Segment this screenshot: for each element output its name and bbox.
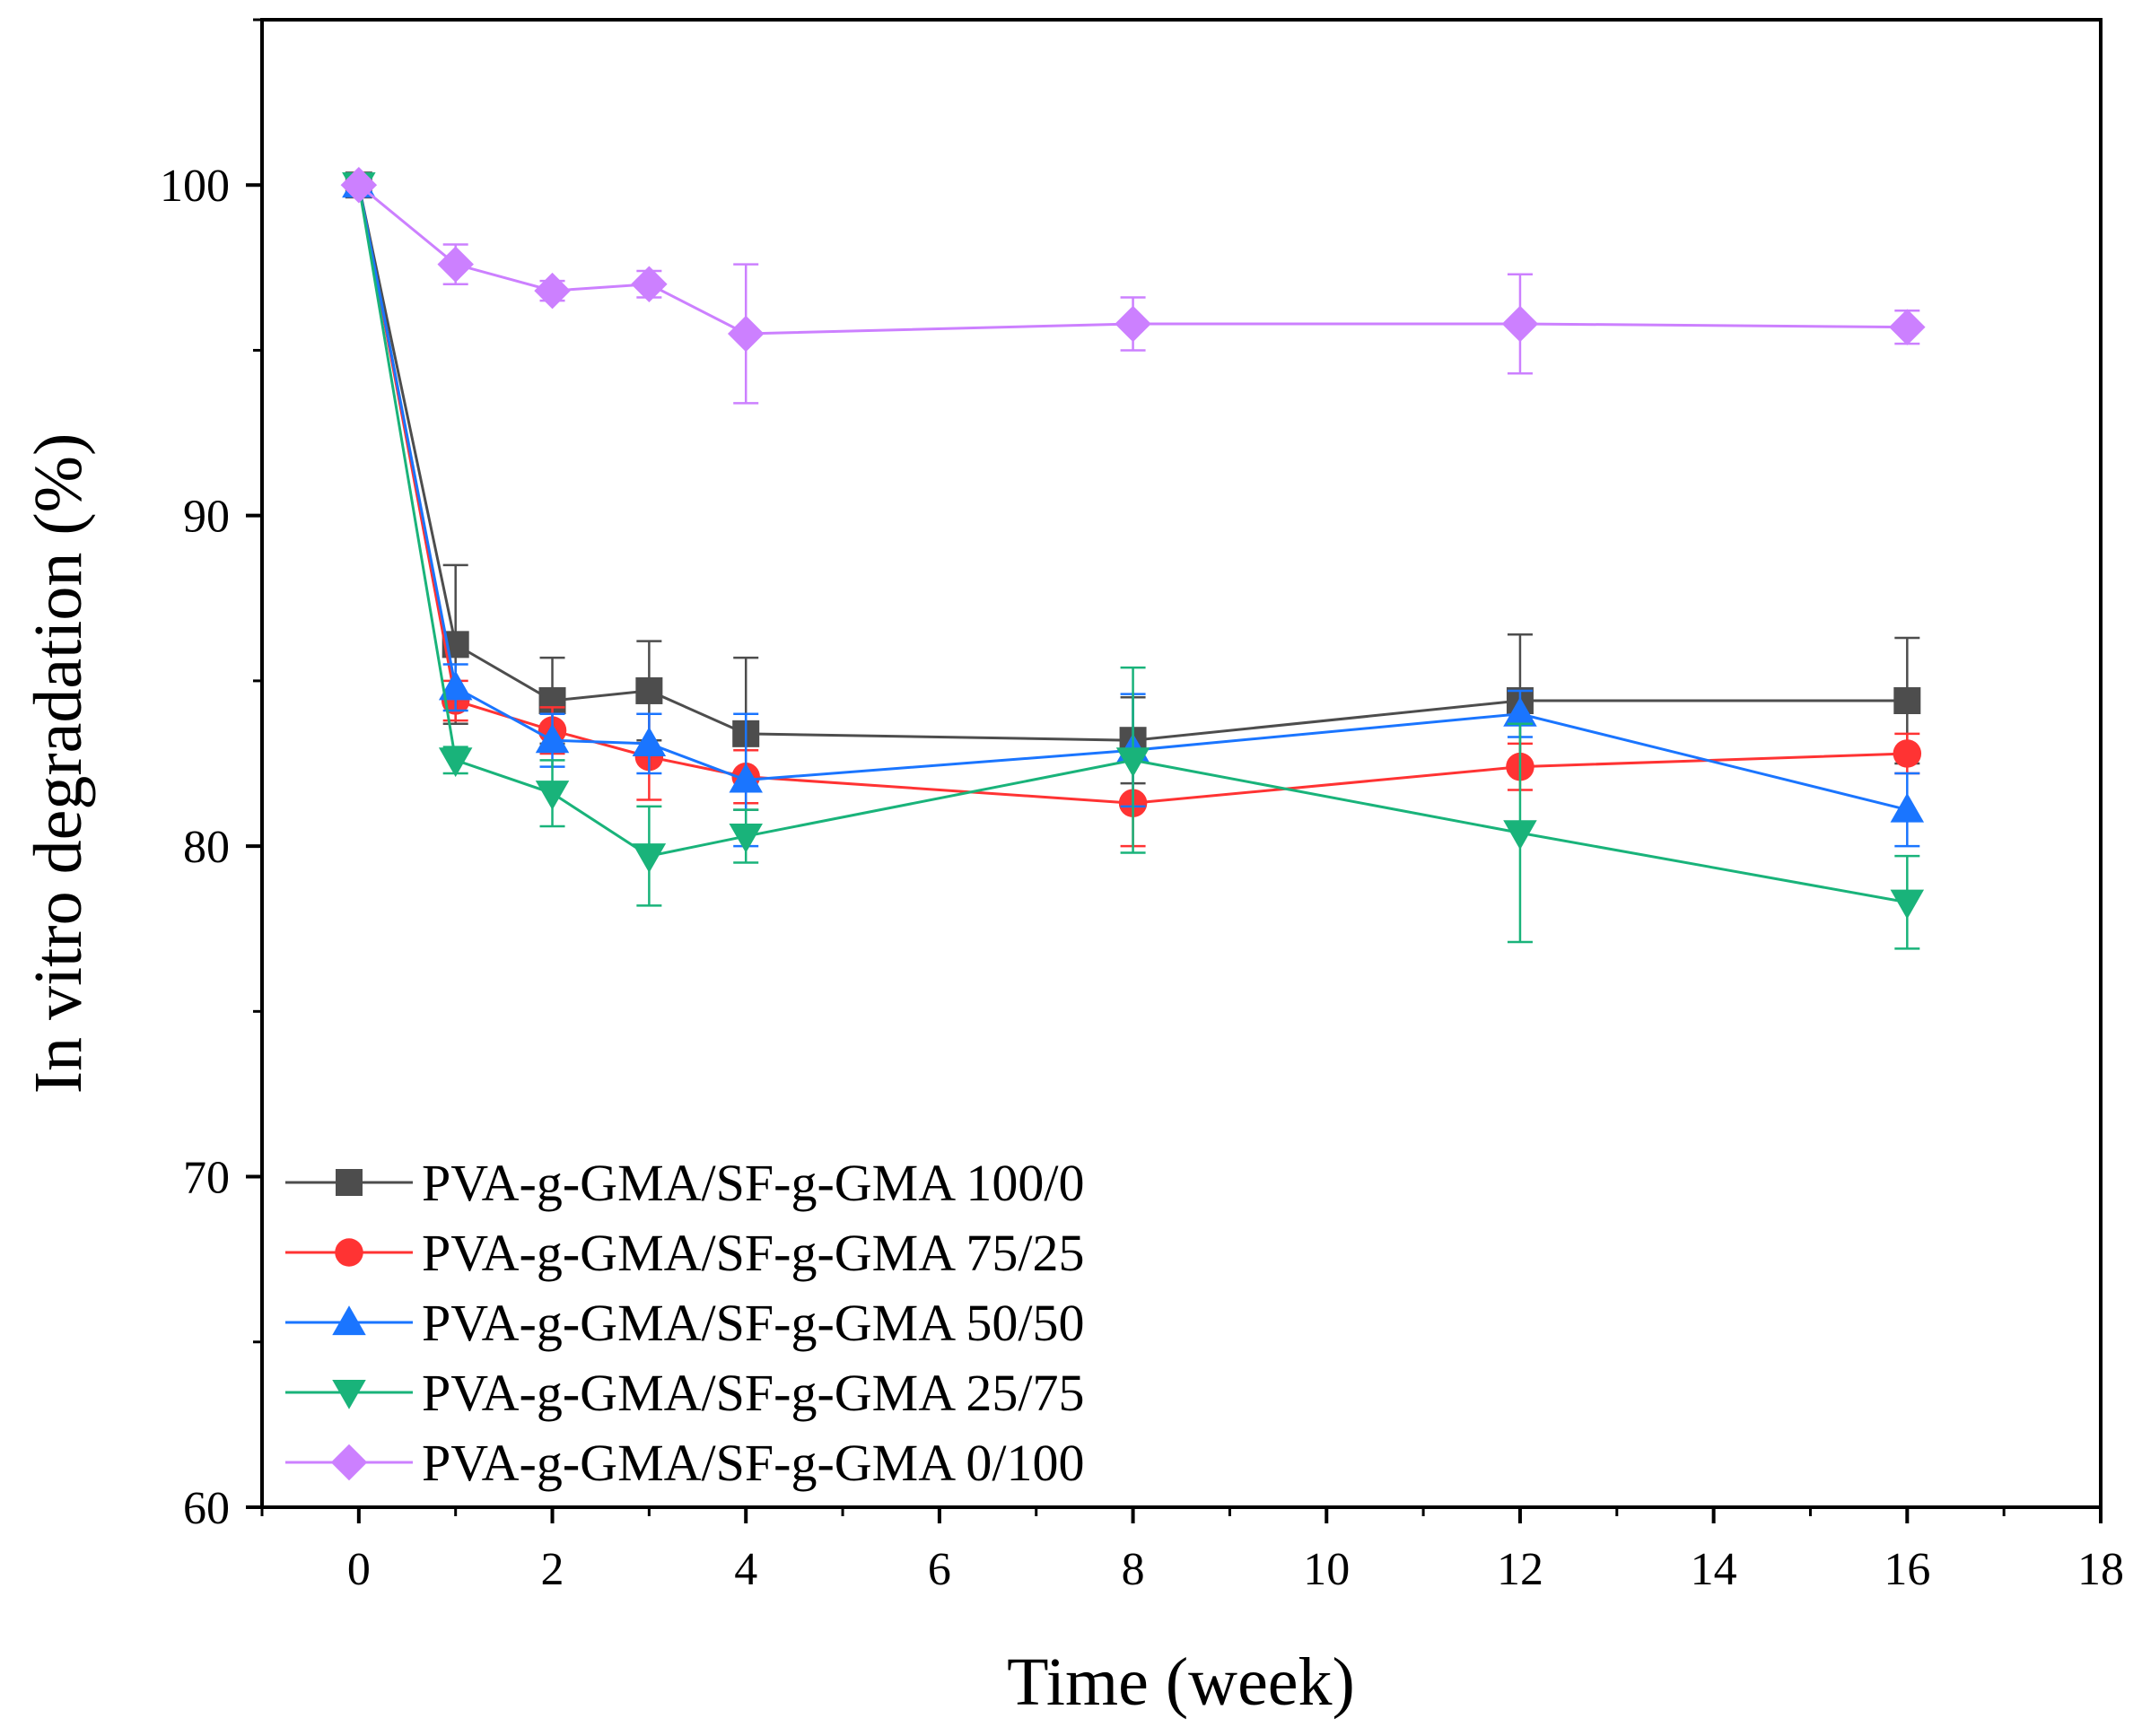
data-point [534, 272, 571, 310]
x-tick-label: 16 [1884, 1544, 1930, 1595]
data-point [340, 166, 378, 204]
legend-label: PVA-g-GMA/SF-g-GMA 75/25 [422, 1224, 1085, 1282]
data-point [1890, 792, 1925, 823]
series-line [357, 184, 1908, 742]
data-point [535, 723, 570, 754]
series-layer [340, 166, 1926, 950]
data-point [1501, 305, 1539, 343]
data-point [1503, 696, 1537, 727]
legend-label: PVA-g-GMA/SF-g-GMA 0/100 [422, 1434, 1085, 1492]
data-point [1115, 305, 1151, 343]
y-axis-title: In vitro degradation (%) [21, 433, 96, 1095]
data-point [632, 727, 667, 756]
data-point [1503, 820, 1537, 851]
legend-item: PVA-g-GMA/SF-g-GMA 0/100 [285, 1434, 1085, 1492]
legend-item: PVA-g-GMA/SF-g-GMA 75/25 [285, 1224, 1085, 1282]
series-line [357, 184, 1908, 812]
legend-item: PVA-g-GMA/SF-g-GMA 25/75 [285, 1364, 1085, 1422]
x-tick-label: 10 [1303, 1544, 1350, 1595]
x-tick-label: 14 [1691, 1544, 1737, 1595]
series-4 [342, 172, 1925, 950]
series-line [357, 184, 1908, 904]
data-point [1889, 309, 1926, 345]
legend-label: PVA-g-GMA/SF-g-GMA 50/50 [422, 1294, 1085, 1352]
x-tick-label: 0 [347, 1544, 371, 1595]
y-tick-label: 70 [183, 1153, 230, 1204]
series-line [357, 184, 1908, 336]
data-point [437, 246, 474, 283]
legend-marker [336, 1169, 363, 1196]
data-point [1893, 686, 1921, 714]
legend-item: PVA-g-GMA/SF-g-GMA 100/0 [285, 1154, 1085, 1212]
data-point [535, 781, 570, 810]
legend-item: PVA-g-GMA/SF-g-GMA 50/50 [285, 1294, 1085, 1352]
x-tick-label: 2 [541, 1544, 564, 1595]
x-axis-title: Time (week) [1007, 1644, 1355, 1720]
legend-marker [332, 1305, 366, 1336]
x-tick-label: 4 [734, 1544, 757, 1595]
x-tick-label: 8 [1122, 1544, 1145, 1595]
y-tick-label: 60 [183, 1483, 230, 1534]
data-point [631, 266, 668, 303]
legend-marker [332, 1379, 366, 1409]
data-point [729, 763, 763, 793]
series-5 [340, 166, 1926, 405]
data-point [635, 676, 663, 704]
legend-label: PVA-g-GMA/SF-g-GMA 25/75 [422, 1364, 1085, 1422]
data-point [438, 747, 473, 778]
legend-label: PVA-g-GMA/SF-g-GMA 100/0 [422, 1154, 1085, 1212]
data-point [632, 843, 667, 873]
x-tick-label: 18 [2077, 1544, 2124, 1595]
data-point [729, 823, 763, 853]
y-tick-label: 100 [160, 161, 230, 212]
data-point [1890, 889, 1925, 920]
y-tick-label: 90 [183, 492, 230, 543]
y-tick-label: 80 [183, 822, 230, 873]
series-line [357, 184, 1908, 805]
legend-marker [330, 1444, 368, 1481]
plot-area-frame [260, 18, 2103, 1509]
data-point [1893, 739, 1922, 768]
data-point [438, 670, 473, 701]
legend: PVA-g-GMA/SF-g-GMA 100/0 PVA-g-GMA/SF-g-G… [285, 1154, 1085, 1492]
data-point [1115, 747, 1150, 778]
data-point [727, 315, 765, 353]
series-3 [342, 168, 1925, 848]
x-tick-label: 12 [1497, 1544, 1543, 1595]
x-tick-label: 6 [928, 1544, 951, 1595]
axes-layer: 0 2 4 6 8 10 12 14 16 18 60 70 80 90 100 [160, 18, 2124, 1595]
legend-marker [335, 1238, 363, 1267]
